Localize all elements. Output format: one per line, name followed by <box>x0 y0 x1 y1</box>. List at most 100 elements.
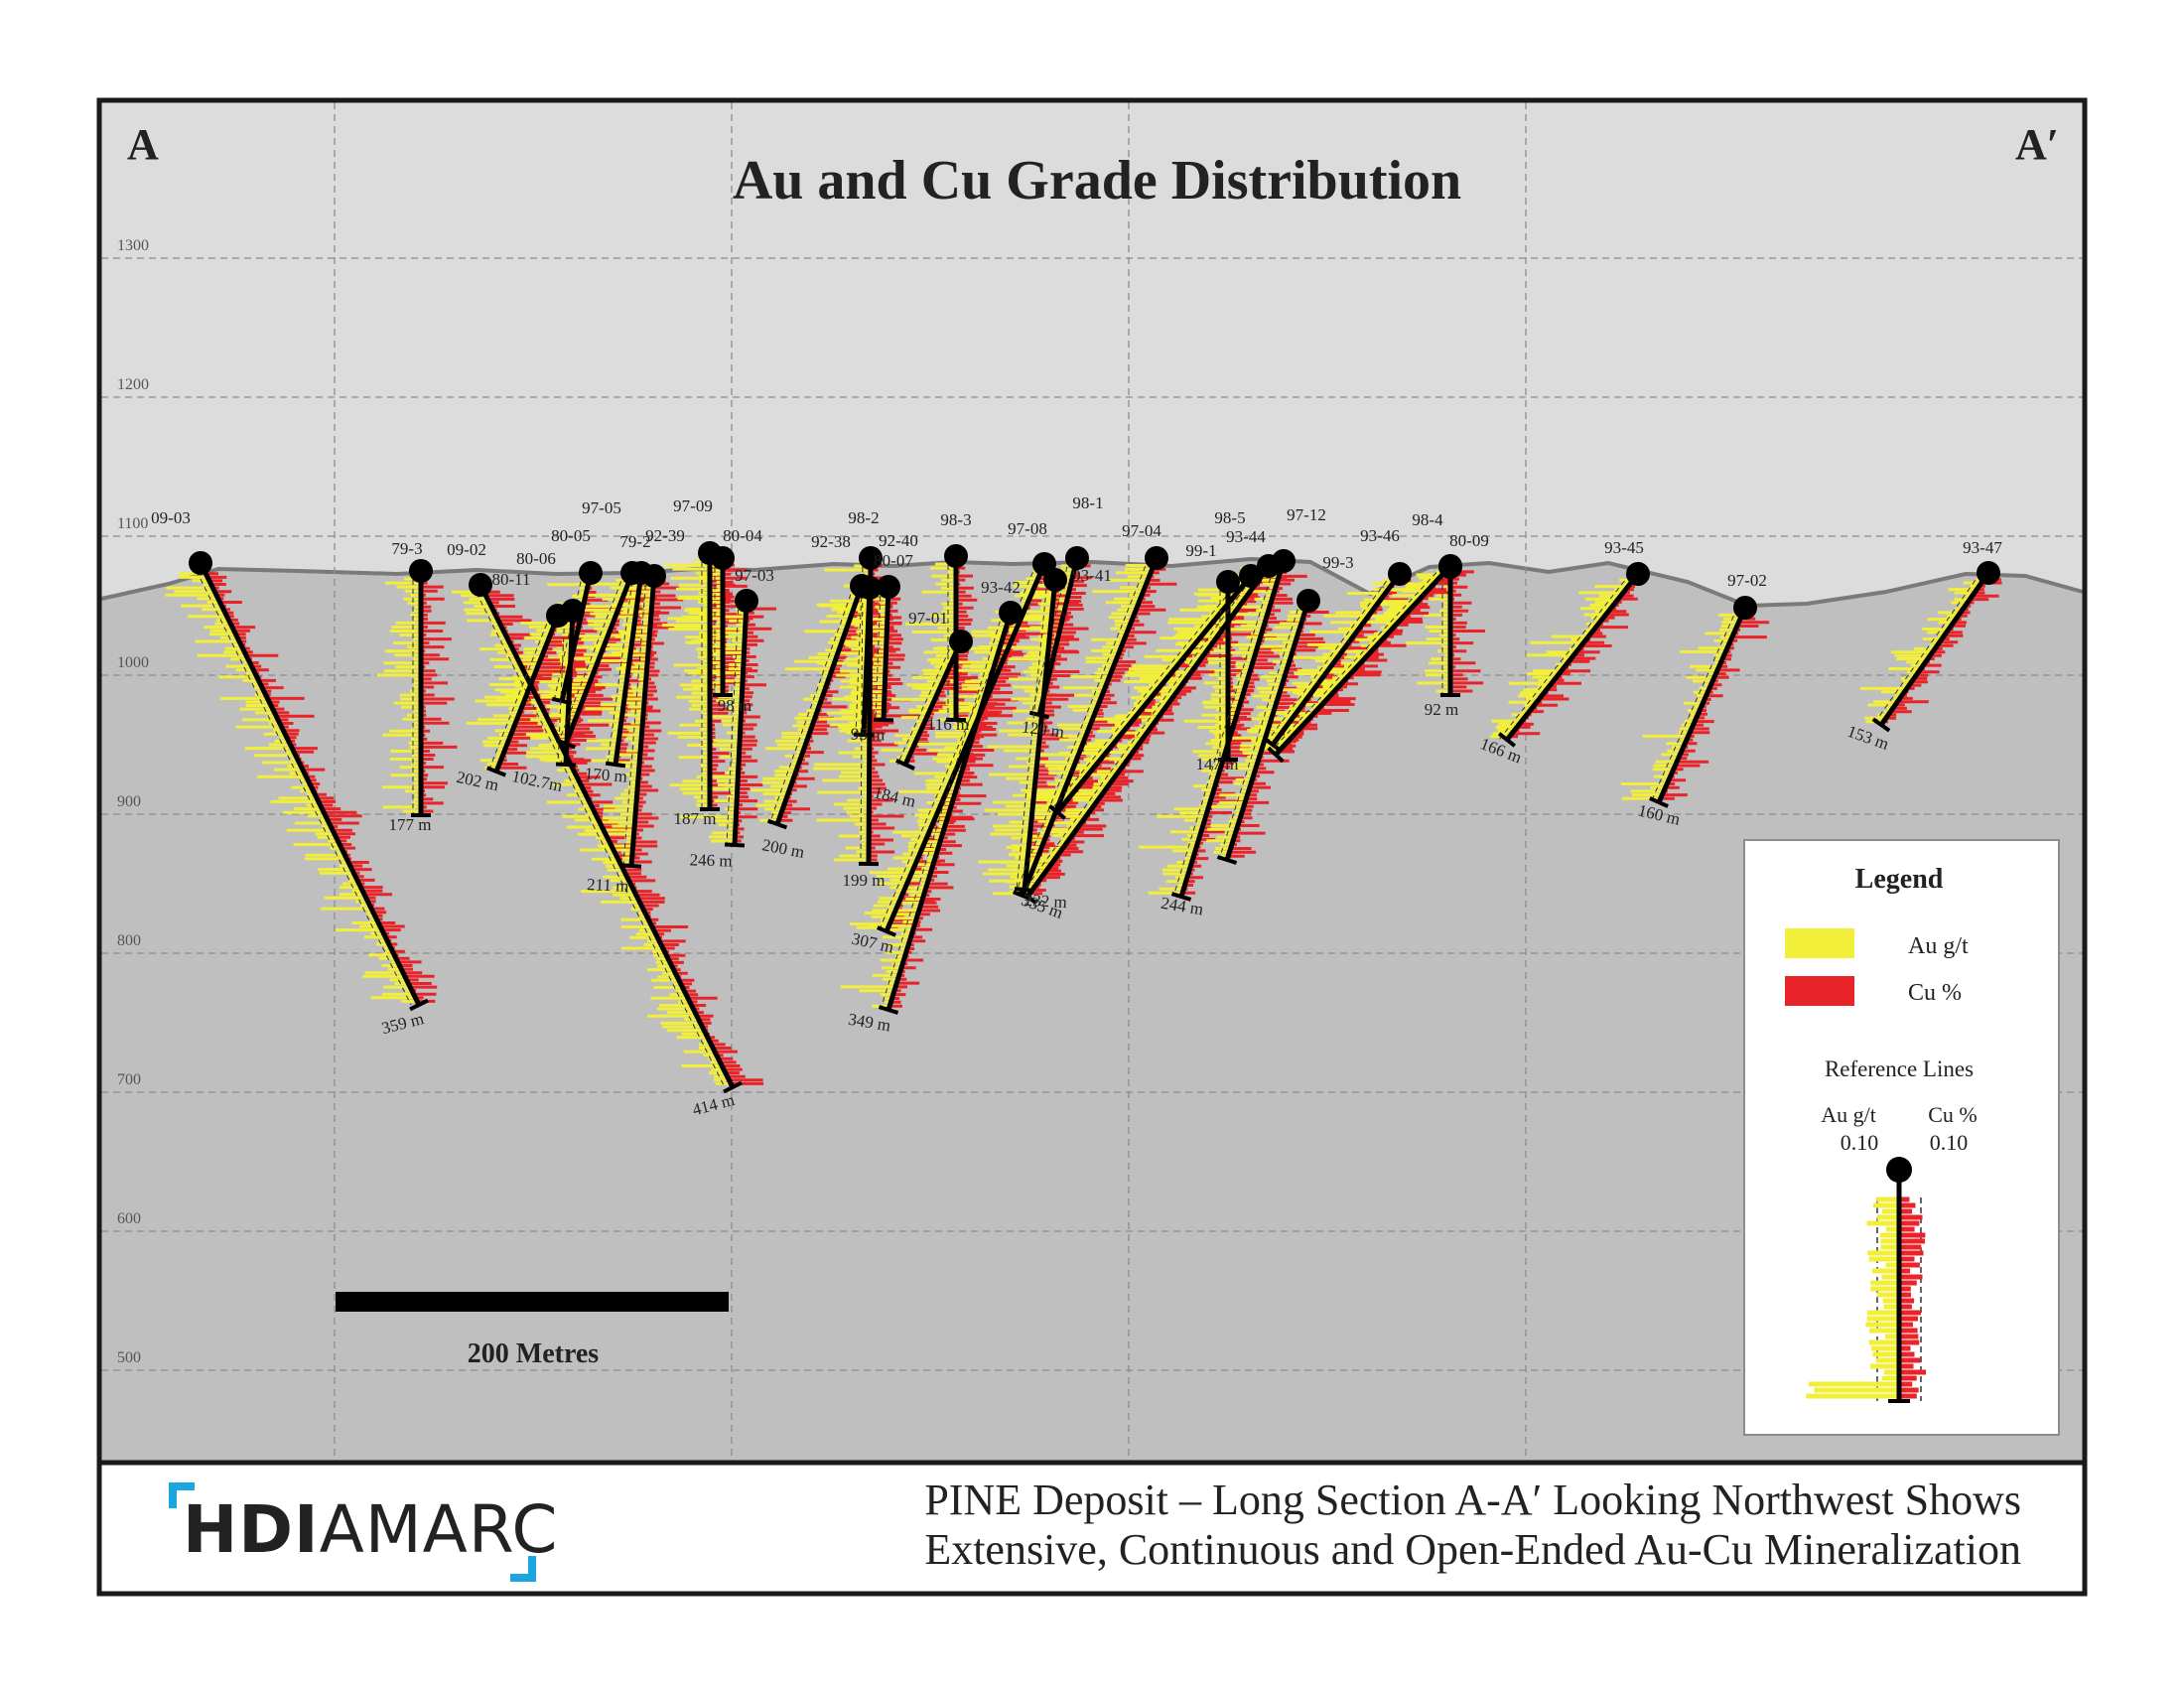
reference-line-0902 <box>472 584 726 1088</box>
reference-line-9701 <box>896 640 954 766</box>
reference-line-8006 <box>557 610 566 766</box>
hole-collar-8005 <box>579 561 603 585</box>
hole-traces <box>192 553 1991 1094</box>
caption-line-1: PINE Deposit – Long Section A-A′ Looking… <box>924 1476 2021 1524</box>
hole-depth-792: 170 m <box>584 764 627 785</box>
hole-end-tick-9345 <box>1497 732 1517 748</box>
hole-depth-793: 177 m <box>389 815 432 834</box>
hole-trace-9701 <box>902 639 964 767</box>
hole-collar-8004 <box>711 546 735 570</box>
hole-collar-983 <box>944 544 968 568</box>
hole-collar-8007 <box>877 575 900 599</box>
reference-line-0903 <box>192 562 412 1006</box>
hole-collar-985 <box>1239 564 1263 588</box>
hole-id-9238: 92-38 <box>811 532 851 551</box>
legend-title: Legend <box>1855 864 1944 895</box>
elevation-label-900: 900 <box>117 793 141 810</box>
hole-collar-9347 <box>1977 561 2000 585</box>
hole-depth-9703: 246 m <box>689 850 732 870</box>
hole-trace-0903 <box>198 561 422 1007</box>
hole-id-9704: 97-04 <box>1122 521 1161 540</box>
hole-collar-993 <box>1297 589 1320 613</box>
elevation-label-1000: 1000 <box>117 654 149 671</box>
reference-line-982 <box>860 557 864 865</box>
legend-ref-au-value: 0.10 <box>1841 1130 1879 1155</box>
hole-end-tick-8007 <box>873 717 894 723</box>
hole-trace-792 <box>613 572 644 766</box>
hole-end-tick-8011 <box>485 766 507 777</box>
hole-trace-8007 <box>881 586 891 721</box>
hole-depth-991: 147 m <box>1196 755 1239 774</box>
hole-trace-9712 <box>1178 560 1287 898</box>
hole-id-9702: 97-02 <box>1727 571 1767 590</box>
hole-trace-8009 <box>1274 564 1452 757</box>
legend-cu-label: Cu % <box>1908 980 1962 1006</box>
hole-depth-983: 116 m <box>927 715 969 734</box>
elevation-label-1300: 1300 <box>117 237 149 254</box>
hole-trace-9346 <box>1270 572 1403 747</box>
hole-id-9346: 93-46 <box>1360 526 1400 545</box>
hole-collar-0902 <box>469 573 492 597</box>
hole-trace-9239 <box>628 575 657 867</box>
hole-end-tick-9342 <box>878 1005 899 1015</box>
reference-line-9341 <box>1016 579 1048 891</box>
reference-line-9712 <box>1172 560 1277 898</box>
hole-collar-981 <box>1065 546 1089 570</box>
hole-collars <box>189 541 2000 653</box>
hole-trace-9705 <box>563 572 635 745</box>
logo-bracket-bottom <box>510 1556 536 1582</box>
reference-line-9704 <box>1014 557 1150 897</box>
hole-collar-9701 <box>949 630 973 653</box>
hole-end-tick-985 <box>1047 804 1067 820</box>
reference-line-9342 <box>880 612 1004 1011</box>
logo-bracket-top <box>169 1482 195 1508</box>
hole-id-9240: 92-40 <box>879 531 918 550</box>
hole-collar-991 <box>1216 570 1240 594</box>
hole-trace-9703 <box>732 600 750 846</box>
hole-collar-9240 <box>858 576 882 600</box>
legend-ref-cu-label: Cu % <box>1928 1102 1978 1127</box>
hole-id-8007: 80-07 <box>874 551 913 570</box>
reference-line-8009 <box>1267 565 1443 756</box>
hole-collar-793 <box>409 559 433 583</box>
hole-id-9709: 97-09 <box>673 496 713 515</box>
hole-id-8011: 80-11 <box>491 570 530 589</box>
hole-collar-982 <box>859 546 883 570</box>
hole-trace-9238 <box>774 585 865 825</box>
legend-au-swatch <box>1785 928 1854 958</box>
hole-id-984: 98-4 <box>1412 510 1443 529</box>
logo-text: HDIAMARC <box>183 1490 558 1570</box>
hole-end-tick-8009 <box>1267 746 1285 764</box>
elevation-label-700: 700 <box>117 1071 141 1088</box>
hole-trace-9341 <box>1022 579 1058 891</box>
hole-collar-9345 <box>1626 562 1650 586</box>
reference-line-985 <box>1048 575 1244 813</box>
hole-end-tick-9702 <box>1649 796 1669 808</box>
reference-line-792 <box>607 572 634 766</box>
legend-reference-title: Reference Lines <box>1825 1056 1974 1081</box>
reference-line-9238 <box>768 585 855 825</box>
hole-end-tick-9703 <box>724 842 746 848</box>
logo-light-part: AMARC <box>319 1491 559 1568</box>
hole-id-8006: 80-06 <box>516 549 556 568</box>
au-grade-bars-9704 <box>989 564 1154 894</box>
cu-grade-bars-9703 <box>735 607 776 843</box>
hole-end-tick-9708 <box>877 925 896 937</box>
hole-id-985: 98-5 <box>1214 508 1245 527</box>
hole-end-tick-8006 <box>555 762 577 768</box>
reference-line-9239 <box>622 575 647 867</box>
hole-end-tick-9240 <box>853 732 875 738</box>
hole-end-tick-9701 <box>895 759 915 771</box>
legend-sample-hole <box>1806 1157 1927 1403</box>
hole-id-993: 99-3 <box>1322 553 1353 572</box>
reference-line-9705 <box>557 572 625 745</box>
reference-line-8005 <box>553 572 584 702</box>
section-start-label: A <box>127 120 159 169</box>
hole-trace-9345 <box>1505 572 1640 742</box>
hole-trace-9708 <box>884 563 1047 932</box>
hole-collar-0903 <box>189 551 212 575</box>
legend-ref-au-label: Au g/t <box>1821 1102 1876 1127</box>
hole-trace-9342 <box>886 612 1014 1011</box>
hole-collar-9341 <box>1043 568 1067 592</box>
